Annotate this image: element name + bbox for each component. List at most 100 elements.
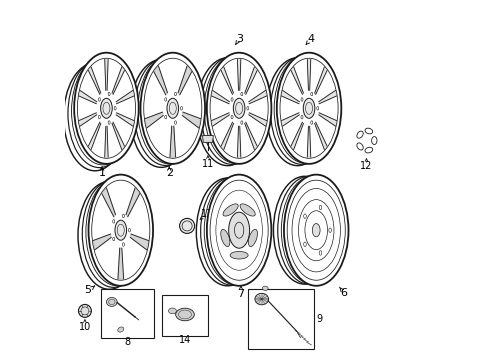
Text: 5: 5 bbox=[84, 285, 91, 296]
Ellipse shape bbox=[112, 237, 115, 241]
Text: 12: 12 bbox=[360, 161, 372, 171]
Ellipse shape bbox=[115, 220, 126, 240]
Ellipse shape bbox=[312, 224, 320, 237]
Polygon shape bbox=[244, 122, 257, 149]
Text: 4: 4 bbox=[306, 34, 314, 44]
Ellipse shape bbox=[112, 220, 115, 223]
Polygon shape bbox=[104, 126, 108, 157]
Ellipse shape bbox=[310, 92, 312, 96]
Text: 2: 2 bbox=[165, 168, 172, 178]
Polygon shape bbox=[118, 248, 123, 279]
Ellipse shape bbox=[246, 107, 248, 110]
Ellipse shape bbox=[114, 107, 116, 110]
Ellipse shape bbox=[301, 115, 303, 119]
Ellipse shape bbox=[248, 229, 257, 247]
Polygon shape bbox=[88, 122, 101, 149]
Polygon shape bbox=[93, 234, 111, 250]
Ellipse shape bbox=[168, 308, 176, 314]
Ellipse shape bbox=[101, 98, 112, 118]
Polygon shape bbox=[318, 90, 336, 104]
Ellipse shape bbox=[284, 175, 348, 286]
Polygon shape bbox=[211, 113, 229, 126]
Ellipse shape bbox=[98, 98, 100, 101]
Polygon shape bbox=[126, 188, 140, 217]
Ellipse shape bbox=[233, 98, 244, 118]
Ellipse shape bbox=[175, 308, 194, 321]
Polygon shape bbox=[314, 122, 326, 149]
Polygon shape bbox=[248, 90, 266, 104]
Ellipse shape bbox=[240, 92, 243, 96]
Ellipse shape bbox=[122, 214, 124, 218]
Polygon shape bbox=[281, 113, 299, 126]
Polygon shape bbox=[178, 66, 191, 95]
Ellipse shape bbox=[106, 297, 117, 306]
Polygon shape bbox=[237, 59, 240, 90]
Polygon shape bbox=[221, 122, 233, 149]
Polygon shape bbox=[88, 67, 101, 94]
Text: 8: 8 bbox=[124, 337, 130, 347]
Ellipse shape bbox=[231, 115, 233, 119]
Ellipse shape bbox=[230, 251, 247, 259]
Ellipse shape bbox=[140, 53, 204, 164]
Ellipse shape bbox=[223, 204, 238, 216]
Ellipse shape bbox=[128, 229, 130, 232]
Ellipse shape bbox=[174, 121, 176, 124]
Polygon shape bbox=[290, 122, 303, 149]
Ellipse shape bbox=[78, 305, 91, 318]
Polygon shape bbox=[154, 66, 167, 95]
Ellipse shape bbox=[316, 107, 318, 110]
Text: 11: 11 bbox=[202, 159, 214, 169]
Polygon shape bbox=[202, 135, 213, 142]
Ellipse shape bbox=[179, 219, 194, 233]
Text: 14: 14 bbox=[179, 335, 191, 345]
Ellipse shape bbox=[310, 121, 312, 124]
Ellipse shape bbox=[122, 243, 124, 246]
Ellipse shape bbox=[228, 212, 249, 248]
Ellipse shape bbox=[164, 98, 166, 101]
Ellipse shape bbox=[206, 53, 271, 164]
Polygon shape bbox=[145, 112, 163, 128]
Ellipse shape bbox=[206, 175, 271, 286]
Ellipse shape bbox=[231, 98, 233, 101]
Ellipse shape bbox=[220, 229, 229, 247]
Ellipse shape bbox=[180, 107, 182, 110]
Ellipse shape bbox=[276, 53, 341, 164]
Ellipse shape bbox=[98, 115, 100, 119]
Polygon shape bbox=[237, 126, 240, 157]
Polygon shape bbox=[307, 126, 310, 157]
Polygon shape bbox=[290, 67, 303, 94]
Bar bbox=[162, 295, 207, 336]
Ellipse shape bbox=[88, 175, 153, 286]
Ellipse shape bbox=[166, 98, 178, 118]
Ellipse shape bbox=[74, 53, 139, 164]
Ellipse shape bbox=[254, 293, 268, 305]
Polygon shape bbox=[182, 112, 200, 128]
Polygon shape bbox=[79, 90, 97, 104]
Ellipse shape bbox=[303, 214, 305, 219]
Polygon shape bbox=[211, 90, 229, 104]
Ellipse shape bbox=[174, 92, 176, 96]
Text: 6: 6 bbox=[340, 288, 347, 298]
Polygon shape bbox=[170, 126, 175, 157]
Polygon shape bbox=[130, 234, 148, 250]
Ellipse shape bbox=[303, 98, 314, 118]
Bar bbox=[101, 289, 154, 338]
Polygon shape bbox=[79, 113, 97, 126]
Polygon shape bbox=[318, 113, 336, 126]
Polygon shape bbox=[248, 113, 266, 126]
Ellipse shape bbox=[319, 251, 321, 255]
Text: 10: 10 bbox=[79, 322, 91, 332]
Ellipse shape bbox=[240, 204, 255, 216]
Ellipse shape bbox=[164, 115, 166, 119]
Ellipse shape bbox=[108, 121, 110, 124]
Ellipse shape bbox=[303, 242, 305, 247]
Text: 1: 1 bbox=[99, 168, 105, 178]
Text: 3: 3 bbox=[236, 34, 243, 44]
Text: 9: 9 bbox=[315, 314, 322, 324]
Polygon shape bbox=[112, 67, 124, 94]
Polygon shape bbox=[314, 67, 326, 94]
Ellipse shape bbox=[240, 121, 243, 124]
Polygon shape bbox=[102, 188, 115, 217]
Ellipse shape bbox=[118, 327, 123, 332]
Polygon shape bbox=[116, 113, 134, 126]
